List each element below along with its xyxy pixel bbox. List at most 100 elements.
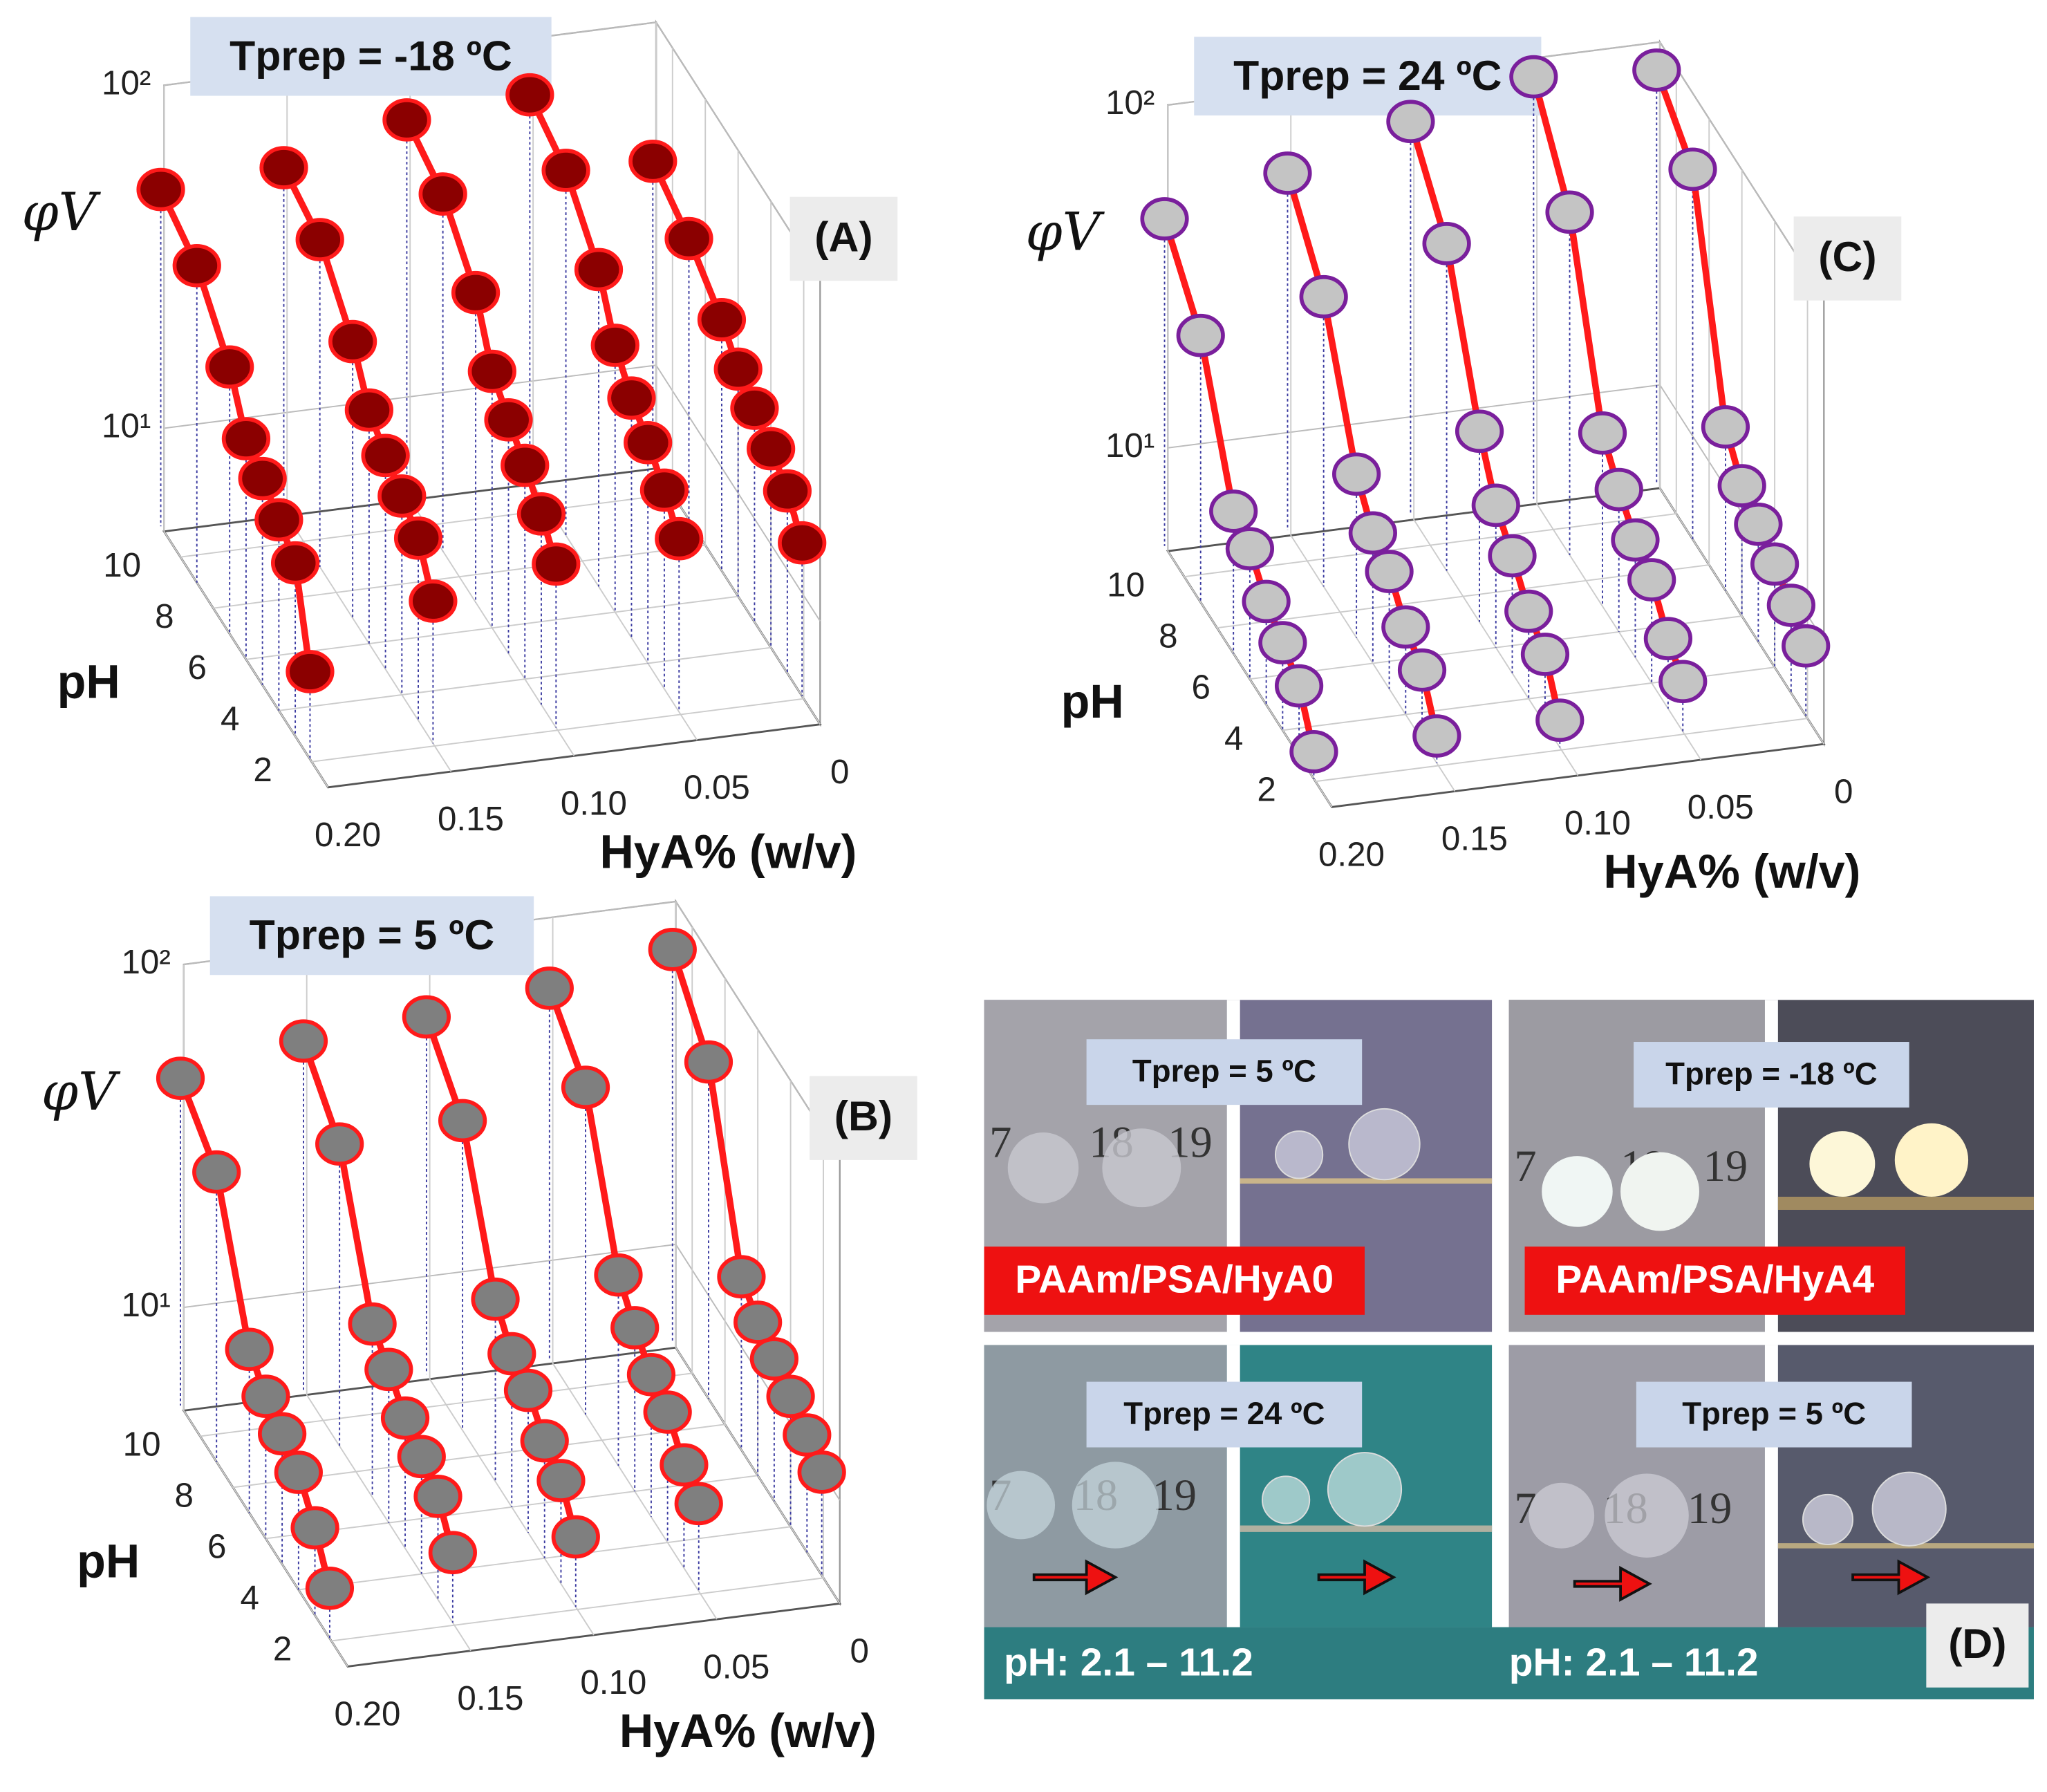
point — [730, 386, 779, 430]
tag-box — [1086, 1039, 1363, 1105]
arrow — [1851, 1559, 1931, 1596]
tag: Tprep = 5 ºC — [1682, 1396, 1866, 1431]
point — [377, 474, 427, 518]
panel-label-box — [1793, 216, 1902, 301]
ruler-number: 7 — [989, 1117, 1011, 1167]
y-tick-label: 10 — [103, 546, 141, 584]
point — [1365, 550, 1414, 593]
tag: Tprep = 24 ºC — [1123, 1396, 1325, 1431]
point — [1632, 48, 1681, 92]
point — [1658, 660, 1708, 704]
point — [393, 516, 443, 560]
y-tick-label: 6 — [188, 648, 207, 687]
y-axis-label: pH — [77, 1535, 140, 1587]
x-tick-label: 0.20 — [334, 1695, 400, 1733]
grid-line — [552, 917, 718, 1620]
point — [610, 1306, 660, 1350]
point — [344, 388, 393, 432]
panel-label: (A) — [814, 213, 872, 260]
point — [733, 1300, 783, 1344]
point — [1348, 511, 1397, 555]
string — [1777, 1196, 2034, 1210]
x-axis-label: HyA% (w/v) — [599, 826, 857, 879]
caption-box — [1524, 1247, 1905, 1315]
y-axis-label: pH — [1061, 675, 1124, 728]
point — [1176, 313, 1225, 357]
point — [1545, 190, 1594, 234]
point — [315, 1122, 364, 1166]
point — [516, 492, 566, 536]
bead — [1620, 1152, 1699, 1231]
y-tick-label: 2 — [273, 1630, 292, 1668]
point — [1578, 411, 1627, 455]
bead — [1605, 1473, 1689, 1558]
y-tick-label: 8 — [175, 1477, 194, 1515]
point — [241, 1374, 290, 1418]
z-tick-label: 10¹ — [121, 1286, 170, 1324]
x-tick-label: 0.10 — [1564, 804, 1631, 842]
tag: Tprep = -18 ºC — [1665, 1056, 1877, 1091]
point — [136, 167, 185, 212]
ruler-number: 19 — [1688, 1483, 1732, 1533]
title-box — [190, 17, 552, 96]
point — [1258, 621, 1307, 664]
point — [1627, 558, 1676, 601]
bead — [1542, 1156, 1613, 1227]
y-tick-label: 4 — [221, 700, 239, 738]
grid-line — [675, 901, 841, 1604]
bead — [1007, 1132, 1079, 1204]
point — [797, 1450, 846, 1494]
point — [286, 650, 335, 693]
x-tick-label: 0 — [1834, 772, 1853, 810]
point — [274, 1450, 323, 1494]
point — [713, 347, 763, 391]
point — [225, 1327, 274, 1372]
panel-label: (C) — [1818, 233, 1876, 280]
x-tick-label: 0.15 — [457, 1679, 523, 1717]
panel-label: (B) — [834, 1092, 892, 1139]
point — [238, 456, 287, 501]
bead — [1529, 1482, 1595, 1549]
point — [418, 172, 467, 216]
z-tick-label: 10² — [1105, 84, 1155, 122]
point — [1209, 489, 1258, 533]
point — [1488, 534, 1537, 578]
point — [1509, 55, 1558, 99]
point — [1594, 467, 1643, 512]
point — [747, 427, 796, 471]
chart-title: Tprep = 24 ºC — [1233, 52, 1502, 99]
point — [1263, 151, 1312, 195]
y-tick-label: 4 — [240, 1579, 259, 1617]
bead — [1102, 1128, 1181, 1208]
point — [628, 139, 677, 183]
z-tick-label: 10² — [102, 64, 151, 102]
caption: pH: 2.1 – 11.2 — [1509, 1641, 1759, 1685]
photo: 7 18 19 Tprep = 24 ºC pH: 2.1 – 11.2 — [984, 1345, 1493, 1685]
bead — [1274, 1130, 1324, 1179]
photo: 7 18 19 Tprep = 5 ºC PAAm/PSA/HyA0 — [984, 1000, 1493, 1332]
point — [624, 420, 673, 465]
x-tick-label: 0.05 — [684, 769, 750, 807]
grid-line — [1413, 73, 1579, 776]
point — [279, 1019, 328, 1063]
y-tick-label: 10 — [1107, 566, 1145, 604]
bead — [1072, 1462, 1159, 1549]
point — [328, 319, 377, 364]
point — [626, 1352, 676, 1397]
point — [684, 1040, 733, 1084]
x-tick-label: 0 — [830, 753, 849, 791]
x-tick-label: 0.05 — [703, 1648, 769, 1686]
grid-line — [183, 964, 348, 1667]
point — [749, 1337, 798, 1381]
panel-label-box — [789, 196, 898, 281]
photo-panel: 7 18 19 Tprep = 5 ºC PAAm/PSA/HyA0 7 18 … — [984, 1000, 2034, 1699]
point — [1386, 100, 1435, 144]
bead — [1802, 1493, 1853, 1545]
grid-line — [1536, 57, 1702, 760]
x-axis-label: HyA% (w/v) — [619, 1705, 877, 1757]
y-tick-label: 8 — [1159, 617, 1177, 655]
point — [532, 542, 581, 586]
z-tick-label: 10¹ — [1105, 427, 1155, 465]
point — [295, 218, 344, 261]
